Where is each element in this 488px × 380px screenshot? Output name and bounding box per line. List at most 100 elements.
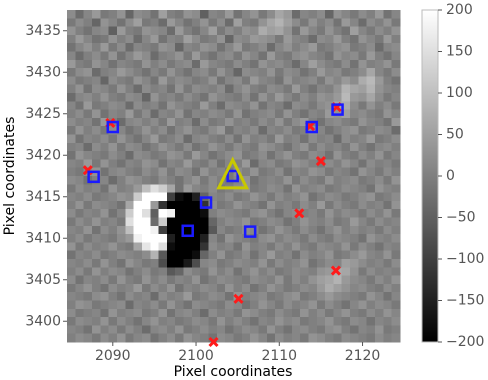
pixel bbox=[233, 101, 243, 111]
pixel bbox=[375, 259, 384, 268]
pixel bbox=[241, 109, 251, 119]
pixel bbox=[158, 151, 168, 160]
pixel bbox=[183, 18, 193, 28]
pixel bbox=[233, 333, 243, 343]
pixel bbox=[300, 84, 309, 94]
pixel bbox=[133, 51, 143, 61]
pixel bbox=[383, 84, 393, 94]
pixel bbox=[291, 26, 301, 36]
pixel bbox=[316, 43, 326, 52]
pixel bbox=[83, 10, 93, 19]
pixel bbox=[150, 68, 160, 77]
pixel bbox=[116, 134, 126, 144]
pixel bbox=[316, 134, 326, 144]
pixel bbox=[83, 250, 93, 260]
pixel bbox=[258, 267, 268, 277]
pixel bbox=[308, 184, 318, 194]
pixel bbox=[158, 292, 168, 301]
pixel bbox=[100, 43, 110, 52]
pixel bbox=[100, 117, 110, 127]
y-tick-label: 3420 bbox=[25, 147, 61, 163]
pixel bbox=[358, 333, 368, 343]
pixel bbox=[383, 142, 393, 152]
pixel bbox=[341, 151, 351, 160]
pixel bbox=[275, 308, 284, 318]
pixel bbox=[166, 134, 176, 144]
pixel bbox=[75, 333, 85, 343]
pixel bbox=[67, 101, 76, 111]
x-marker bbox=[208, 336, 219, 348]
pixel bbox=[258, 134, 268, 144]
pixel bbox=[333, 76, 343, 86]
pixel bbox=[325, 26, 334, 36]
pixel bbox=[216, 250, 226, 260]
pixel bbox=[166, 192, 176, 202]
pixel bbox=[316, 51, 326, 61]
pixel bbox=[191, 93, 201, 102]
pixel bbox=[258, 159, 268, 169]
colorbar-tick-label: −150 bbox=[446, 293, 484, 309]
pixel bbox=[266, 10, 276, 19]
pixel bbox=[383, 250, 393, 260]
pixel bbox=[183, 267, 193, 277]
pixel bbox=[75, 308, 85, 318]
pixel bbox=[150, 101, 160, 111]
pixel bbox=[191, 151, 201, 160]
pixel bbox=[108, 10, 118, 19]
pixel bbox=[291, 142, 301, 152]
pixel bbox=[366, 275, 376, 285]
pixel bbox=[325, 142, 334, 152]
pixel bbox=[275, 267, 284, 277]
pixel bbox=[316, 333, 326, 343]
pixel bbox=[183, 217, 193, 227]
pixel bbox=[366, 192, 376, 202]
pixel bbox=[133, 234, 143, 243]
pixel bbox=[283, 259, 293, 268]
pixel bbox=[383, 292, 393, 301]
pixel bbox=[125, 109, 135, 119]
pixel bbox=[300, 68, 309, 77]
pixel bbox=[225, 59, 234, 69]
pixel bbox=[216, 34, 226, 44]
pixel bbox=[316, 192, 326, 202]
pixel bbox=[91, 117, 101, 127]
pixel bbox=[141, 10, 151, 19]
pixel bbox=[166, 234, 176, 243]
pixel bbox=[225, 26, 234, 36]
pixel bbox=[341, 200, 351, 210]
pixel bbox=[133, 250, 143, 260]
pixel bbox=[383, 76, 393, 86]
pixel bbox=[250, 317, 259, 326]
pixel bbox=[350, 176, 359, 185]
pixel bbox=[358, 200, 368, 210]
pixel bbox=[75, 325, 85, 335]
pixel bbox=[366, 59, 376, 69]
pixel bbox=[158, 109, 168, 119]
pixel bbox=[325, 68, 334, 77]
pixel bbox=[333, 34, 343, 44]
pixel bbox=[358, 250, 368, 260]
pixel bbox=[141, 34, 151, 44]
pixel bbox=[366, 84, 376, 94]
pixel bbox=[333, 242, 343, 252]
pixel bbox=[100, 267, 110, 277]
pixel bbox=[275, 275, 284, 285]
pixel bbox=[125, 34, 135, 44]
pixel bbox=[308, 76, 318, 86]
pixel bbox=[291, 117, 301, 127]
pixel bbox=[250, 93, 259, 102]
pixel bbox=[67, 134, 76, 144]
pixel bbox=[375, 18, 384, 28]
pixel bbox=[325, 93, 334, 102]
pixel bbox=[83, 275, 93, 285]
pixel bbox=[100, 250, 110, 260]
pixel bbox=[241, 167, 251, 177]
pixel bbox=[191, 68, 201, 77]
pixel bbox=[316, 283, 326, 293]
pixel bbox=[91, 333, 101, 343]
pixel bbox=[358, 242, 368, 252]
pixel bbox=[108, 76, 118, 86]
pixel bbox=[366, 209, 376, 218]
pixel bbox=[333, 167, 343, 177]
colorbar-tick-label: 200 bbox=[446, 2, 473, 18]
